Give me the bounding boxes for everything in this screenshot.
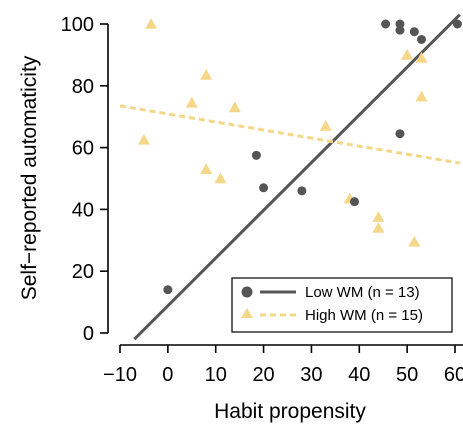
legend-low-wm-label: Low WM (n = 13): [305, 284, 420, 301]
y-tick-label: 60: [72, 138, 94, 160]
low-wm-point: [259, 183, 269, 193]
x-axis-title: Habit propensity: [214, 400, 366, 423]
x-tick-label: 60: [444, 364, 463, 386]
low-wm-point: [452, 19, 462, 29]
x-tick-label: 20: [252, 364, 274, 386]
high-wm-point: [200, 163, 213, 175]
low-wm-point: [395, 25, 405, 35]
x-tick-label: 30: [300, 364, 322, 386]
x-tick-label: 50: [396, 364, 418, 386]
x-tick-label: 10: [205, 364, 227, 386]
low-wm-point: [395, 19, 405, 29]
high-wm-point: [145, 18, 158, 29]
high-wm-point: [401, 48, 414, 60]
low-wm-point: [409, 27, 419, 37]
high-wm-point: [415, 51, 428, 63]
high-wm-point: [372, 211, 385, 222]
legend-high-wm-marker: [241, 308, 253, 318]
y-tick-label: 0: [83, 323, 94, 345]
low-wm-fit-line: [133, 13, 461, 341]
high-wm-point: [415, 90, 428, 102]
x-ticks: −10 0 10 20 30 40 50 60: [103, 345, 463, 386]
y-axis-title: Self−reported automaticity: [18, 55, 41, 300]
low-wm-point: [395, 129, 405, 139]
low-wm-point: [163, 285, 173, 295]
high-wm-points: [137, 18, 428, 247]
high-wm-point: [228, 101, 241, 113]
high-wm-point: [200, 68, 213, 80]
high-wm-point: [408, 235, 421, 247]
y-tick-label: 80: [72, 76, 94, 98]
x-tick-label: 0: [162, 364, 173, 386]
low-wm-point: [297, 186, 307, 196]
high-wm-point: [372, 221, 385, 233]
low-wm-point: [350, 197, 359, 207]
low-wm-point: [251, 150, 261, 160]
high-wm-point: [185, 96, 198, 108]
high-wm-fit-line: [120, 104, 461, 165]
legend-box: [231, 277, 453, 333]
high-wm-point: [137, 133, 150, 145]
x-tick-label: −10: [103, 364, 137, 386]
high-wm-point: [214, 172, 227, 184]
high-wm-point: [319, 119, 332, 131]
low-wm-point: [381, 19, 391, 29]
legend-high-wm-label: High WM (n = 15): [305, 307, 423, 324]
legend: Low WM (n = 13) High WM (n = 15): [231, 277, 453, 333]
y-tick-label: 100: [61, 14, 94, 36]
legend-low-wm-marker: [241, 286, 253, 298]
y-tick-label: 20: [72, 261, 94, 283]
low-wm-point: [417, 34, 426, 44]
y-tick-label: 40: [72, 199, 94, 221]
x-tick-label: 40: [348, 364, 370, 386]
y-ticks: 0 20 40 60 80 100: [61, 14, 108, 345]
low-wm-points: [163, 19, 462, 295]
